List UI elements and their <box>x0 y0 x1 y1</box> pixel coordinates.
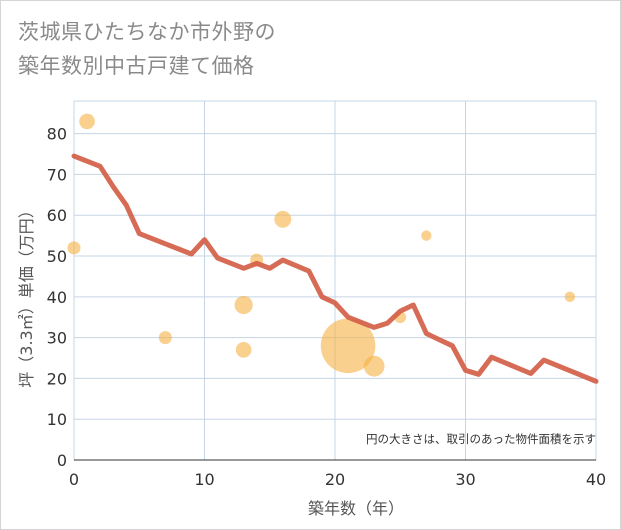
bubble-point <box>79 113 95 130</box>
y-tick-label: 30 <box>47 329 67 348</box>
bubble-point <box>67 241 81 255</box>
x-tick-label: 40 <box>586 470 606 489</box>
bubble-point <box>564 291 576 303</box>
bubble-point <box>274 210 292 228</box>
bubble-point <box>320 318 376 374</box>
x-tick-label: 20 <box>325 470 345 489</box>
bubble-point <box>363 355 385 377</box>
chart-title: 茨城県ひたちなか市外野の 築年数別中古戸建て価格 <box>18 15 276 83</box>
axes: 0 10 20 30 40 50 60 70 80 0 10 20 30 40 <box>47 125 607 489</box>
bubble-layer <box>67 113 576 377</box>
bubble-size-note: 円の大きさは、取引のあった物件面積を示す <box>366 432 596 446</box>
bubble-point <box>234 295 253 315</box>
bubble-point <box>158 331 172 345</box>
grid <box>73 100 597 461</box>
x-tick-label: 10 <box>194 470 214 489</box>
y-axis-label: 坪（3.3㎡）単価（万円） <box>17 202 36 387</box>
y-tick-label: 60 <box>47 206 67 225</box>
bubble-point <box>421 230 432 241</box>
y-tick-label: 0 <box>57 451 67 470</box>
x-tick-label: 0 <box>69 470 79 489</box>
y-tick-label: 40 <box>47 288 67 307</box>
chart-title-line-2: 築年数別中古戸建て価格 <box>18 54 255 78</box>
y-tick-label: 70 <box>47 165 67 184</box>
chart-title-line-1: 茨城県ひたちなか市外野の <box>18 20 276 44</box>
y-tick-label: 10 <box>47 410 67 429</box>
x-tick-label: 30 <box>455 470 475 489</box>
trend-line <box>71 153 599 384</box>
bubble-point <box>235 342 252 358</box>
x-axis-label: 築年数（年） <box>308 499 404 518</box>
trend-layer <box>71 153 599 384</box>
y-tick-label: 20 <box>47 369 67 388</box>
y-tick-label: 80 <box>47 125 67 144</box>
y-tick-label: 50 <box>47 247 67 266</box>
